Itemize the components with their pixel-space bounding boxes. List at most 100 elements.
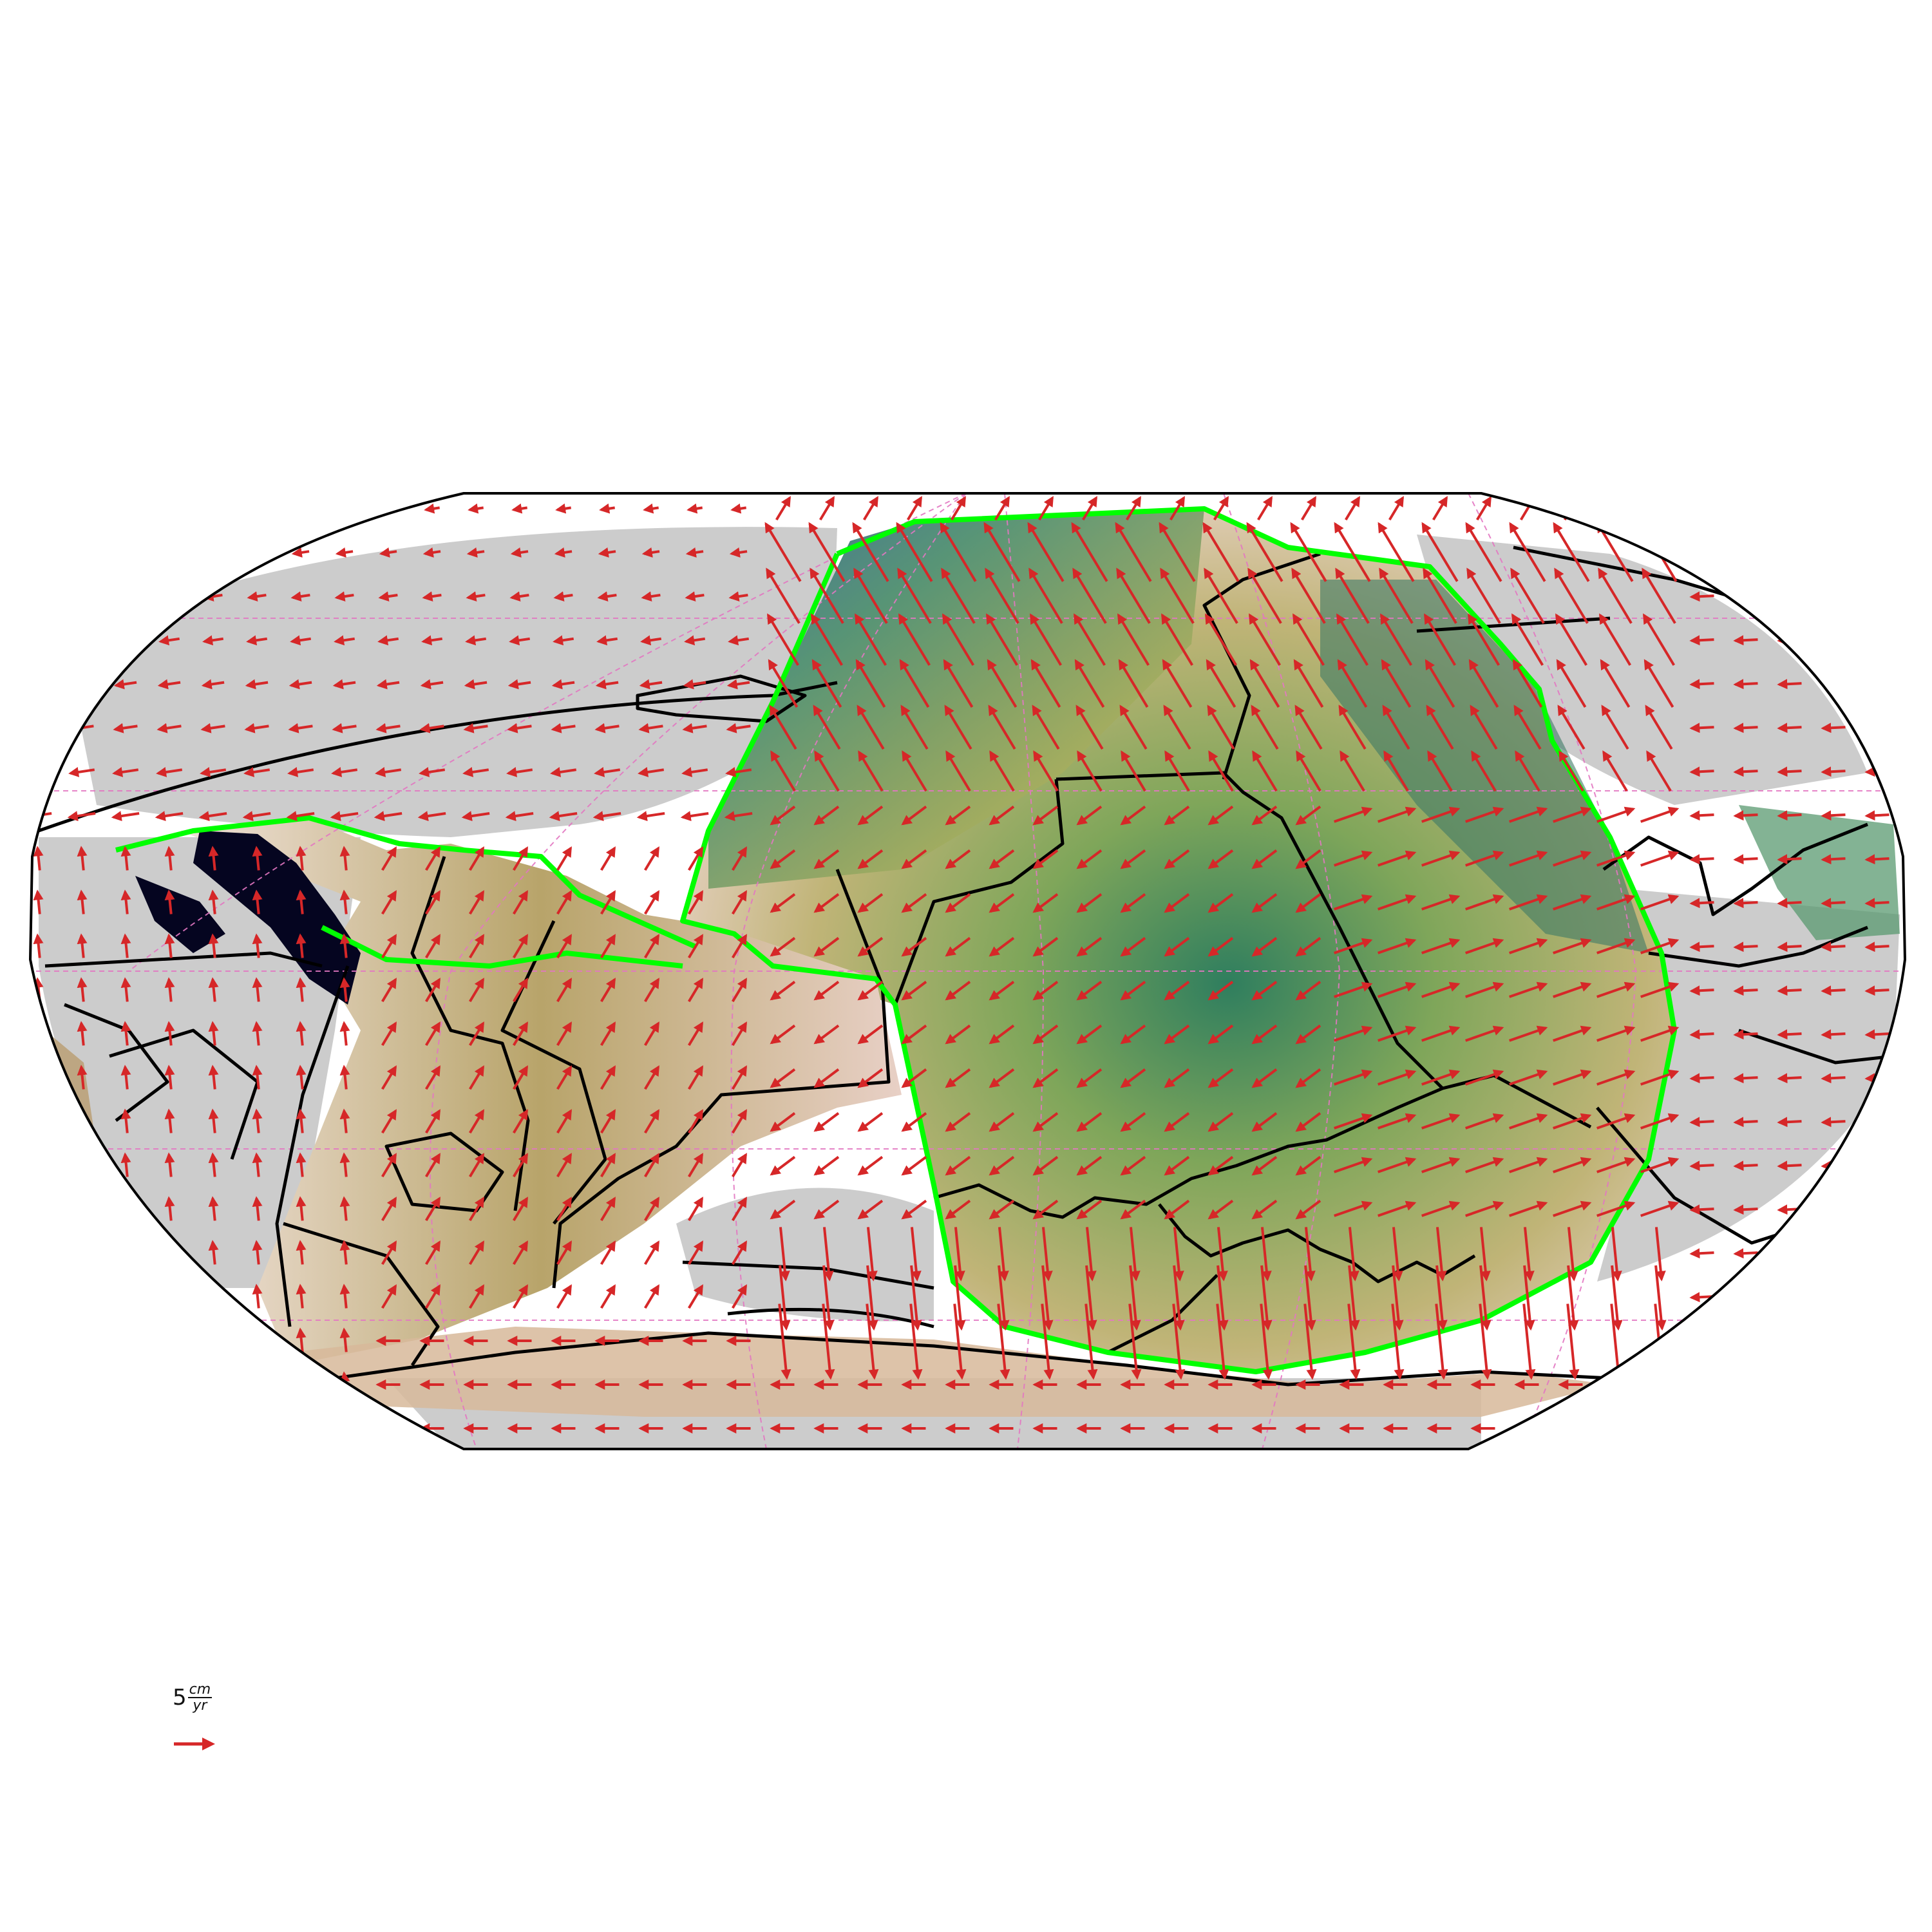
velocity-arrow [164,1021,175,1046]
velocity-arrow [331,767,358,777]
velocity-arrow [1777,1248,1802,1259]
velocity-arrow [292,503,308,514]
velocity-arrow [1164,1199,1190,1220]
velocity-arrow [208,846,219,871]
velocity-arrow [160,547,178,558]
velocity-arrow [77,1196,88,1221]
velocity-arrow [249,503,265,514]
velocity-arrow [376,679,400,690]
velocity-arrow [728,591,748,602]
velocity-arrow [1864,1292,1889,1303]
velocity-arrow [687,1240,704,1265]
velocity-arrow [381,1197,397,1222]
velocity-arrow [1596,938,1636,954]
velocity-arrow [1642,567,1676,624]
velocity-arrow [989,750,1015,792]
velocity-arrow [33,933,44,958]
velocity-arrow [1733,766,1758,777]
velocity-arrow [1689,723,1714,734]
velocity-arrow [556,1197,573,1222]
velocity-arrow [1566,1303,1580,1380]
velocity-arrow [1164,750,1190,792]
velocity-arrow [1378,938,1417,954]
velocity-unit-numerator: cm [187,1681,213,1699]
velocity-arrow [1467,613,1501,666]
velocity-arrow [600,846,616,871]
velocity-arrow [208,1283,219,1309]
velocity-arrow [468,1284,485,1309]
velocity-arrow [600,1065,616,1090]
velocity-arrow [731,934,748,959]
velocity-arrow [1260,1303,1273,1380]
velocity-arrow [1558,750,1584,792]
globe-outline [28,492,1907,1450]
velocity-arrow [866,1265,878,1331]
velocity-arrow [1689,898,1714,909]
velocity-arrow [1120,936,1146,957]
velocity-arrow [380,503,396,514]
velocity-arrow [945,893,971,913]
velocity-arrow [120,1065,131,1090]
velocity-arrow [252,1283,263,1309]
velocity-arrow [77,1240,88,1265]
velocity-arrow [33,846,44,871]
velocity-arrow [1596,522,1634,582]
velocity-arrow [1821,1029,1846,1040]
velocity-arrow [769,705,797,750]
velocity-arrow [252,1152,263,1177]
velocity-arrow [512,1109,529,1134]
velocity-arrow [1733,810,1758,821]
velocity-arrow [600,1021,616,1046]
velocity-arrow [556,978,573,1003]
velocity-arrow [595,679,619,690]
velocity-arrow [1509,938,1548,954]
velocity-arrow [1173,1227,1184,1282]
velocity-arrow [1689,1073,1714,1084]
velocity-arrow [424,1284,441,1309]
velocity-arrow [1432,496,1448,521]
velocity-arrow [813,1024,840,1045]
velocity-arrow [466,591,486,602]
velocity-arrow [687,503,703,514]
deep-basin-anomaly [193,831,361,1005]
velocity-arrow [814,750,840,792]
velocity-arrow [290,635,312,646]
velocity-arrow [201,679,225,690]
velocity-arrow [468,890,485,915]
velocity-arrow [120,1283,131,1309]
velocity-arrow [1337,659,1368,708]
velocity-arrow [375,723,401,734]
velocity-arrow [1607,496,1624,521]
velocity-arrow [1555,613,1588,666]
velocity-arrow [1864,1204,1889,1215]
velocity-arrow [120,1415,131,1440]
velocity-arrow [1689,1117,1714,1128]
velocity-arrow [945,936,971,957]
velocity-arrow [252,977,263,1002]
velocity-arrow [296,846,307,871]
velocity-arrow [1821,547,1846,558]
velocity-arrow [1640,1069,1680,1086]
velocity-arrow [685,591,705,602]
velocity-arrow [1172,1303,1186,1380]
velocity-arrow [1777,1117,1802,1128]
velocity-arrow [1334,1200,1373,1217]
velocity-arrow [1733,504,1758,515]
velocity-arrow [989,936,1015,957]
velocity-arrow [770,849,796,869]
velocity-arrow [1260,1265,1273,1331]
velocity-arrow [553,635,574,646]
velocity-arrow [30,767,52,777]
velocity-arrow [468,1065,485,1090]
velocity-arrow [1470,705,1498,750]
velocity-arrow [424,1109,441,1134]
velocity-arrow [117,503,133,514]
velocity-arrow [770,1024,796,1045]
velocity-arrow [1733,1029,1758,1040]
velocity-arrow [1689,547,1714,558]
velocity-arrow [1208,849,1234,869]
velocity-arrow [468,1240,485,1265]
velocity-arrow [1640,806,1680,823]
velocity-arrow [77,1152,88,1177]
velocity-arrow [1553,894,1592,911]
